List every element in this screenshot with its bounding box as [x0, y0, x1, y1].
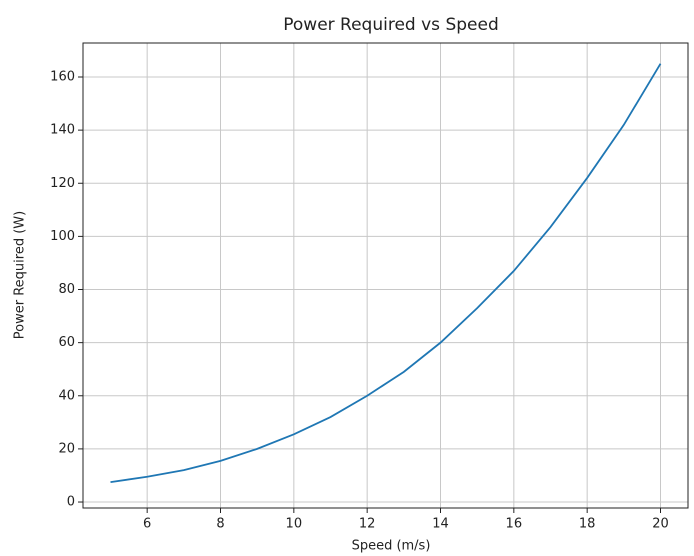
y-axis-label: Power Required (W): [13, 211, 28, 339]
y-tick-label: 100: [50, 229, 75, 244]
chart-title: Power Required vs Speed: [283, 15, 498, 35]
x-axis-label: Speed (m/s): [352, 539, 431, 554]
y-tick-label: 160: [50, 70, 75, 85]
x-tick-label: 18: [579, 517, 596, 532]
x-tick-label: 6: [143, 517, 151, 532]
y-tick-label: 0: [67, 495, 75, 510]
data-line: [110, 63, 662, 483]
y-tick-label: 140: [50, 123, 75, 138]
y-tick-label: 20: [58, 441, 75, 456]
y-tick-label: 60: [58, 335, 75, 350]
y-tick-label: 120: [50, 176, 75, 191]
x-tick-label: 10: [286, 517, 303, 532]
x-tick-label: 14: [432, 517, 449, 532]
y-tick-label: 80: [58, 282, 75, 297]
x-tick-label: 16: [506, 517, 523, 532]
y-tick-label: 40: [58, 388, 75, 403]
plot-frame: [82, 42, 689, 509]
x-tick-label: 8: [216, 517, 224, 532]
x-tick-label: 20: [652, 517, 669, 532]
x-tick-label: 12: [359, 517, 376, 532]
